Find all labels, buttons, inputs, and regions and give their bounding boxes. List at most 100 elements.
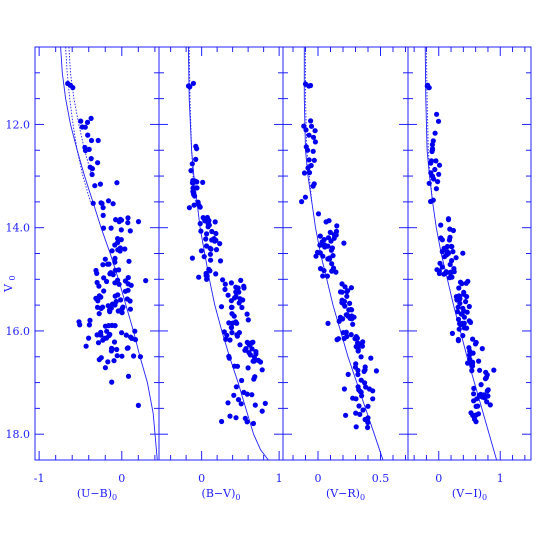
data-point bbox=[100, 212, 106, 218]
data-point bbox=[341, 386, 347, 392]
data-point bbox=[95, 137, 101, 144]
data-point bbox=[356, 403, 362, 409]
data-point bbox=[127, 298, 133, 304]
data-point bbox=[456, 285, 462, 291]
data-point bbox=[428, 158, 435, 164]
data-point bbox=[306, 170, 313, 176]
data-point bbox=[89, 171, 95, 178]
x-axis-label-sub: 0 bbox=[482, 493, 487, 502]
x-axis-label-main: (V−I) bbox=[452, 487, 482, 500]
data-point bbox=[233, 293, 239, 300]
data-point bbox=[245, 365, 251, 371]
data-point bbox=[106, 323, 112, 329]
data-point bbox=[362, 364, 368, 370]
svg-text:V 0: V 0 bbox=[2, 275, 17, 293]
data-point bbox=[353, 334, 359, 340]
data-point bbox=[88, 156, 94, 162]
data-point bbox=[227, 413, 233, 419]
data-point bbox=[437, 260, 443, 266]
data-point bbox=[222, 281, 228, 287]
data-point bbox=[122, 246, 128, 252]
x-axis-label-sub: 0 bbox=[235, 493, 240, 502]
data-point bbox=[466, 303, 472, 310]
data-point bbox=[106, 333, 112, 339]
data-point bbox=[329, 268, 335, 274]
data-point bbox=[112, 267, 118, 273]
data-point bbox=[460, 305, 466, 311]
data-point bbox=[110, 272, 116, 278]
data-point bbox=[244, 311, 250, 317]
data-point bbox=[461, 314, 467, 320]
data-point bbox=[193, 156, 199, 162]
data-point bbox=[443, 270, 449, 276]
data-point bbox=[299, 199, 305, 205]
model-isochrone-dotted bbox=[68, 47, 93, 177]
data-point bbox=[242, 347, 248, 353]
data-point bbox=[360, 407, 366, 413]
data-point bbox=[340, 316, 346, 322]
data-point bbox=[98, 200, 104, 206]
data-point bbox=[190, 185, 196, 191]
data-point bbox=[470, 350, 476, 356]
data-point bbox=[203, 236, 209, 242]
data-point bbox=[433, 186, 439, 192]
panel-plot-area bbox=[185, 47, 269, 460]
data-point bbox=[188, 168, 194, 174]
data-point bbox=[447, 275, 453, 281]
data-point bbox=[438, 222, 444, 228]
data-point bbox=[124, 345, 130, 351]
data-point bbox=[448, 243, 454, 249]
model-isochrone bbox=[187, 47, 269, 460]
model-isochrone bbox=[60, 47, 158, 460]
data-point bbox=[211, 236, 217, 242]
data-point bbox=[327, 229, 333, 235]
data-point bbox=[370, 396, 376, 402]
data-point bbox=[484, 399, 490, 405]
data-point bbox=[342, 303, 348, 309]
data-point bbox=[208, 257, 214, 263]
data-point bbox=[118, 297, 124, 303]
data-point bbox=[239, 304, 245, 311]
data-point bbox=[79, 124, 85, 130]
data-point bbox=[225, 292, 231, 298]
data-point bbox=[125, 275, 131, 281]
data-point bbox=[247, 352, 253, 358]
data-point bbox=[217, 241, 223, 247]
data-point bbox=[353, 424, 359, 430]
y-tick-label: 14.0 bbox=[6, 222, 31, 235]
data-point bbox=[237, 342, 243, 348]
data-point bbox=[213, 271, 219, 277]
data-point bbox=[463, 299, 469, 305]
data-point bbox=[65, 80, 71, 87]
panel-plot-area bbox=[424, 47, 498, 460]
data-point bbox=[308, 123, 315, 129]
data-point bbox=[333, 269, 339, 275]
data-point bbox=[234, 320, 240, 326]
data-point bbox=[105, 261, 111, 267]
data-point bbox=[131, 353, 137, 359]
data-point bbox=[125, 287, 131, 293]
data-point bbox=[109, 301, 116, 307]
panel-4: 0 1(V−I)0 bbox=[407, 46, 532, 502]
data-point bbox=[189, 255, 195, 261]
data-point bbox=[339, 281, 345, 287]
data-point bbox=[137, 354, 143, 360]
panel-plot-area bbox=[299, 47, 384, 460]
y-axis-label-main: V bbox=[2, 283, 15, 293]
data-point bbox=[324, 273, 330, 279]
data-point bbox=[353, 410, 359, 416]
data-point bbox=[197, 221, 203, 227]
data-point bbox=[110, 201, 116, 207]
data-point bbox=[450, 249, 456, 255]
data-point bbox=[322, 244, 328, 250]
data-point bbox=[471, 416, 478, 422]
data-point bbox=[86, 322, 92, 328]
data-point bbox=[189, 161, 195, 167]
data-point bbox=[303, 127, 309, 133]
data-point bbox=[478, 382, 484, 388]
data-point bbox=[89, 166, 95, 172]
data-point bbox=[351, 314, 357, 320]
data-point bbox=[227, 337, 233, 343]
panel-1: -1 012.014.016.018.0(U−B)0 bbox=[6, 46, 160, 502]
data-point bbox=[213, 230, 219, 237]
